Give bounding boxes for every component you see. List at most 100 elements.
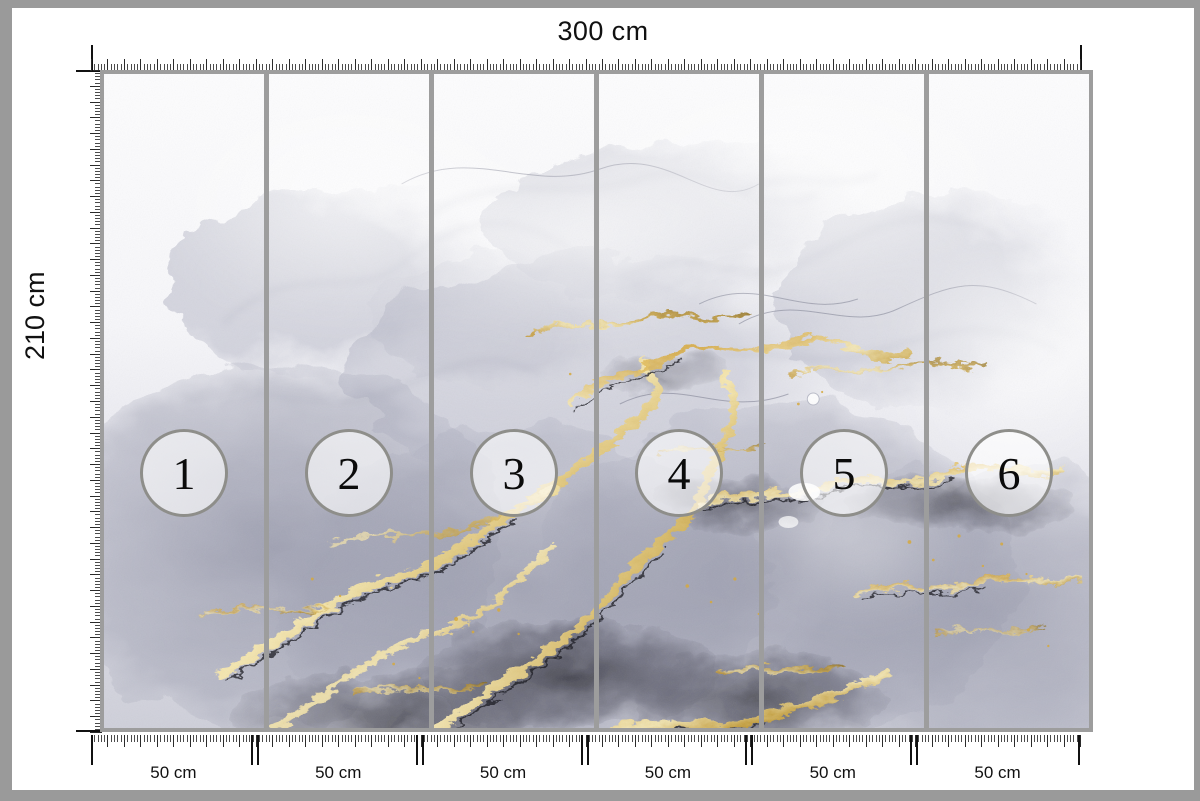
- ruler-tick: [423, 735, 425, 742]
- ruler-tick: [95, 88, 102, 90]
- ruler-tick: [822, 735, 824, 742]
- ruler-tick: [582, 735, 584, 742]
- ruler-tick: [95, 350, 102, 352]
- ruler-tick: [120, 64, 122, 71]
- ruler-tick: [542, 735, 544, 742]
- ruler-tick: [95, 514, 102, 516]
- ruler-tick: [315, 735, 317, 742]
- ruler-tick: [384, 735, 386, 742]
- ruler-tick: [611, 735, 613, 742]
- ruler-tick: [239, 735, 241, 747]
- ruler-tick: [95, 691, 102, 693]
- ruler-tick: [364, 735, 366, 742]
- ruler-tick: [90, 322, 102, 324]
- ruler-tick: [803, 64, 805, 71]
- ruler-tick: [95, 555, 102, 557]
- ruler-tick: [95, 451, 102, 453]
- ruler-tick: [872, 64, 874, 71]
- ruler-tick: [206, 59, 208, 71]
- ruler-tick: [595, 64, 597, 71]
- ruler-tick: [463, 64, 465, 71]
- ruler-tick: [95, 319, 102, 321]
- mural-preview-frame[interactable]: 1 2 3 4 5 6: [100, 70, 1093, 732]
- ruler-tick: [592, 735, 594, 742]
- ruler-tick: [130, 64, 132, 71]
- ruler-tick: [328, 64, 330, 71]
- ruler-tick: [753, 735, 755, 742]
- ruler-tick: [95, 177, 102, 179]
- ruler-tick: [756, 735, 758, 742]
- panel-boundary-mark: [910, 735, 913, 765]
- ruler-tick: [95, 296, 102, 298]
- panel-number-2[interactable]: 2: [305, 429, 393, 517]
- ruler-tick: [95, 552, 102, 554]
- ruler-tick: [95, 659, 102, 661]
- ruler-tick: [95, 687, 102, 689]
- ruler-tick: [615, 64, 617, 71]
- ruler-tick: [95, 186, 102, 188]
- ruler-tick: [842, 64, 844, 71]
- ruler-tick: [905, 735, 907, 742]
- panel-boundary-mark: [580, 735, 583, 765]
- ruler-tick: [489, 735, 491, 742]
- ruler-tick: [1007, 735, 1009, 742]
- ruler-tick: [628, 735, 630, 742]
- ruler-tick: [127, 735, 129, 742]
- ruler-tick: [737, 64, 739, 71]
- ruler-tick: [651, 735, 653, 747]
- ruler-tick: [456, 64, 458, 71]
- ruler-tick: [770, 735, 772, 742]
- ruler-tick: [95, 224, 102, 226]
- ruler-tick: [315, 64, 317, 71]
- ruler-tick: [671, 735, 673, 742]
- ruler-tick: [90, 337, 102, 339]
- ruler-tick: [95, 467, 102, 469]
- panel-number-4[interactable]: 4: [635, 429, 723, 517]
- panel-number-1[interactable]: 1: [140, 429, 228, 517]
- ruler-tick: [1050, 735, 1052, 742]
- vertical-ruler: [76, 70, 102, 733]
- ruler-tick: [269, 735, 271, 742]
- ruler-tick: [625, 735, 627, 742]
- ruler-tick: [1027, 64, 1029, 71]
- ruler-tick: [95, 312, 102, 314]
- ruler-tick: [180, 735, 181, 742]
- ruler-tick: [806, 64, 808, 71]
- ruler-tick: [143, 64, 145, 71]
- ruler-tick: [292, 64, 294, 71]
- ruler-tick: [588, 64, 590, 71]
- ruler-tick: [95, 492, 102, 494]
- ruler-tick: [95, 356, 102, 358]
- ruler-tick: [974, 64, 976, 71]
- ruler-tick: [367, 735, 369, 742]
- ruler-tick: [740, 735, 742, 742]
- ruler-tick: [585, 735, 587, 747]
- ruler-tick: [845, 64, 847, 71]
- ruler-tick: [572, 735, 574, 742]
- ruler-tick: [123, 59, 125, 71]
- panel-number-3[interactable]: 3: [470, 429, 558, 517]
- ruler-tick: [95, 454, 102, 456]
- ruler-tick: [480, 64, 481, 71]
- ruler-tick: [855, 64, 857, 71]
- ruler-tick: [272, 735, 274, 747]
- ruler-tick: [95, 410, 102, 412]
- ruler-tick: [95, 435, 102, 437]
- panel-number-5[interactable]: 5: [800, 429, 888, 517]
- ruler-tick: [773, 735, 775, 742]
- ruler-tick: [95, 271, 102, 273]
- ruler-tick: [95, 656, 102, 658]
- ruler-tick: [95, 167, 102, 169]
- ruler-tick: [684, 59, 686, 71]
- ruler-tick: [466, 64, 468, 71]
- ruler-tick: [90, 416, 102, 418]
- ruler-tick: [598, 735, 600, 742]
- ruler-tick: [460, 64, 462, 71]
- ruler-tick: [308, 735, 310, 742]
- ruler-tick: [562, 735, 564, 742]
- ruler-tick: [229, 64, 231, 71]
- ruler-tick: [242, 735, 244, 742]
- panel-number-6[interactable]: 6: [965, 429, 1053, 517]
- ruler-tick: [176, 64, 178, 71]
- ruler-tick: [849, 735, 851, 747]
